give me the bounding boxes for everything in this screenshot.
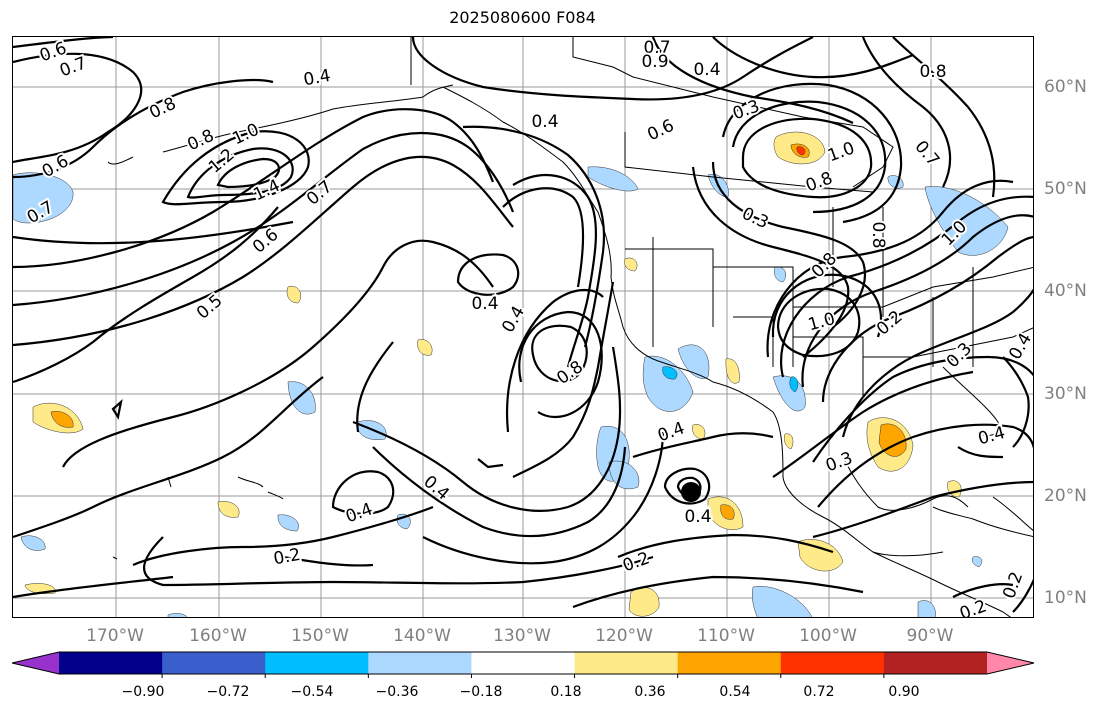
contour-label: 0.7 (643, 38, 670, 58)
contour-label: 0.8 (868, 221, 888, 248)
contour-label: 0.8 (919, 62, 946, 82)
lat-tick-label: 30°N (1044, 384, 1087, 404)
contour-label: 0.4 (655, 418, 687, 446)
lat-tick-label: 50°N (1044, 179, 1087, 199)
lon-tick-label: 120°W (595, 626, 653, 646)
contour-label: 1.0 (806, 309, 837, 335)
contour-label: 0.3 (823, 448, 855, 476)
contour-label: 0.5 (193, 291, 227, 324)
lon-tick-label: 100°W (799, 626, 857, 646)
colorbar-tick-label: −0.72 (206, 684, 250, 700)
contour-label: 1.0 (229, 120, 262, 150)
contour-label: 0.4 (419, 472, 453, 505)
contour-label: 0.8 (553, 357, 587, 389)
contour-label: 0.4 (693, 60, 720, 80)
colorbar (11, 651, 1035, 678)
contour-lines (13, 37, 1033, 613)
colorbar-segment (59, 652, 163, 674)
contour-label: 0.8 (184, 126, 217, 156)
lon-tick-label: 130°W (493, 626, 551, 646)
lon-tick-label: 170°W (86, 626, 144, 646)
contour-labels: 0.6 0.7 0.8 0.8 1.0 1.2 1.4 0.6 0.5 0.7 … (22, 37, 1034, 618)
contour-label: 0.3 (739, 204, 772, 234)
lon-tick-label: 140°W (393, 626, 451, 646)
map-panel: 0.6 0.7 0.8 0.8 1.0 1.2 1.4 0.6 0.5 0.7 … (12, 36, 1034, 618)
contour-label: 0.3 (943, 339, 976, 372)
map-canvas: 0.6 0.7 0.8 0.8 1.0 1.2 1.4 0.6 0.5 0.7 … (13, 37, 1034, 618)
cyclone-center (681, 482, 701, 502)
lat-tick-label: 20°N (1044, 486, 1087, 506)
colorbar-outline (11, 651, 1035, 675)
contour-label: 0.8 (803, 168, 835, 196)
lon-tick-label: 90°W (906, 626, 954, 646)
contour-label: 0.7 (910, 137, 943, 171)
colorbar-segments (11, 651, 1035, 678)
contour-label: 0.9 (641, 52, 668, 72)
contour-label: 0.2 (272, 545, 302, 569)
colorbar-tick-label: 0.18 (550, 684, 582, 700)
contour-label: 0.4 (684, 507, 711, 527)
map-title: 2025080600 F084 (449, 8, 596, 27)
contour-label: 0.8 (146, 94, 179, 124)
colorbar-extend-low (12, 652, 59, 674)
colorbar-tick-label: −0.18 (459, 684, 503, 700)
colorbar-tick-label: 0.36 (634, 684, 666, 700)
contour-label: 0.4 (1005, 330, 1034, 363)
colorbar-extend-high (987, 652, 1034, 674)
contour-label: 0.6 (644, 116, 677, 146)
colorbar-tick-label: −0.54 (290, 684, 334, 700)
colorbar-tick-label: 0.54 (719, 684, 751, 700)
contour-label: 0.4 (531, 112, 558, 132)
colorbar-tick-label: 0.72 (803, 684, 835, 700)
colorbar-tick-label: −0.36 (375, 684, 419, 700)
contour-label: 0.4 (471, 294, 498, 314)
colorbar-segment (265, 652, 369, 674)
colorbar-tick-label: −0.90 (121, 684, 165, 700)
contour-label: 0.4 (343, 499, 375, 527)
contour-label: 1.0 (825, 138, 857, 166)
colorbar-segment (677, 652, 782, 674)
contour-label: 0.4 (976, 423, 1007, 449)
colorbar-segment (883, 652, 988, 674)
colorbar-segment (574, 652, 679, 674)
lon-tick-label: 150°W (291, 626, 349, 646)
coastlines (107, 37, 1033, 617)
colorbar-segment (471, 652, 576, 674)
colorbar-segment (780, 652, 885, 674)
contour-label: 0.3 (730, 96, 762, 124)
lon-tick-label: 110°W (697, 626, 755, 646)
contour-label: 0.2 (999, 569, 1027, 601)
contour-label: 1.4 (250, 176, 283, 206)
contour-label: 0.4 (498, 303, 529, 336)
colorbar-segment (162, 652, 266, 674)
colorbar-segment (368, 652, 472, 674)
contour-label: 0.2 (957, 596, 989, 618)
colorbar-tick-label: 0.90 (888, 684, 920, 700)
lon-tick-label: 160°W (189, 626, 247, 646)
lat-tick-label: 10°N (1044, 588, 1087, 608)
lat-tick-label: 60°N (1044, 77, 1087, 97)
lat-tick-label: 40°N (1044, 281, 1087, 301)
